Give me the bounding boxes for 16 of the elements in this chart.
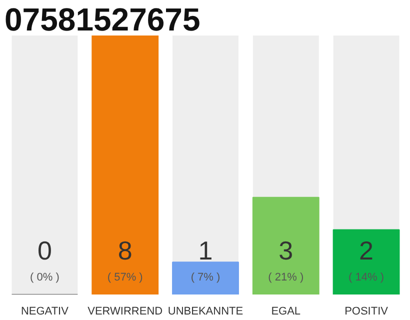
data-label: 3 xyxy=(278,236,294,266)
data-label: 8 xyxy=(118,236,132,266)
annotation: ( 14% ) xyxy=(348,272,384,284)
annotation: ( 0% ) xyxy=(30,272,60,284)
x-tick-label: NEGATIV xyxy=(20,306,70,318)
data-label: 0 xyxy=(37,236,52,266)
data-label: 2 xyxy=(359,236,374,266)
annotation: ( 7% ) xyxy=(190,272,220,284)
x-tick-label: VERWIRREND xyxy=(88,306,163,318)
x-tick-label: POSITIV xyxy=(344,306,389,318)
data-label: 1 xyxy=(198,236,213,266)
annotation: ( 21% ) xyxy=(268,272,304,284)
annotation: ( 57% ) xyxy=(107,272,143,284)
chart-title: 07581527675 xyxy=(4,2,200,38)
x-tick-label: EGAL xyxy=(271,306,301,318)
x-tick-label: UNBEKANNTE xyxy=(168,306,244,318)
